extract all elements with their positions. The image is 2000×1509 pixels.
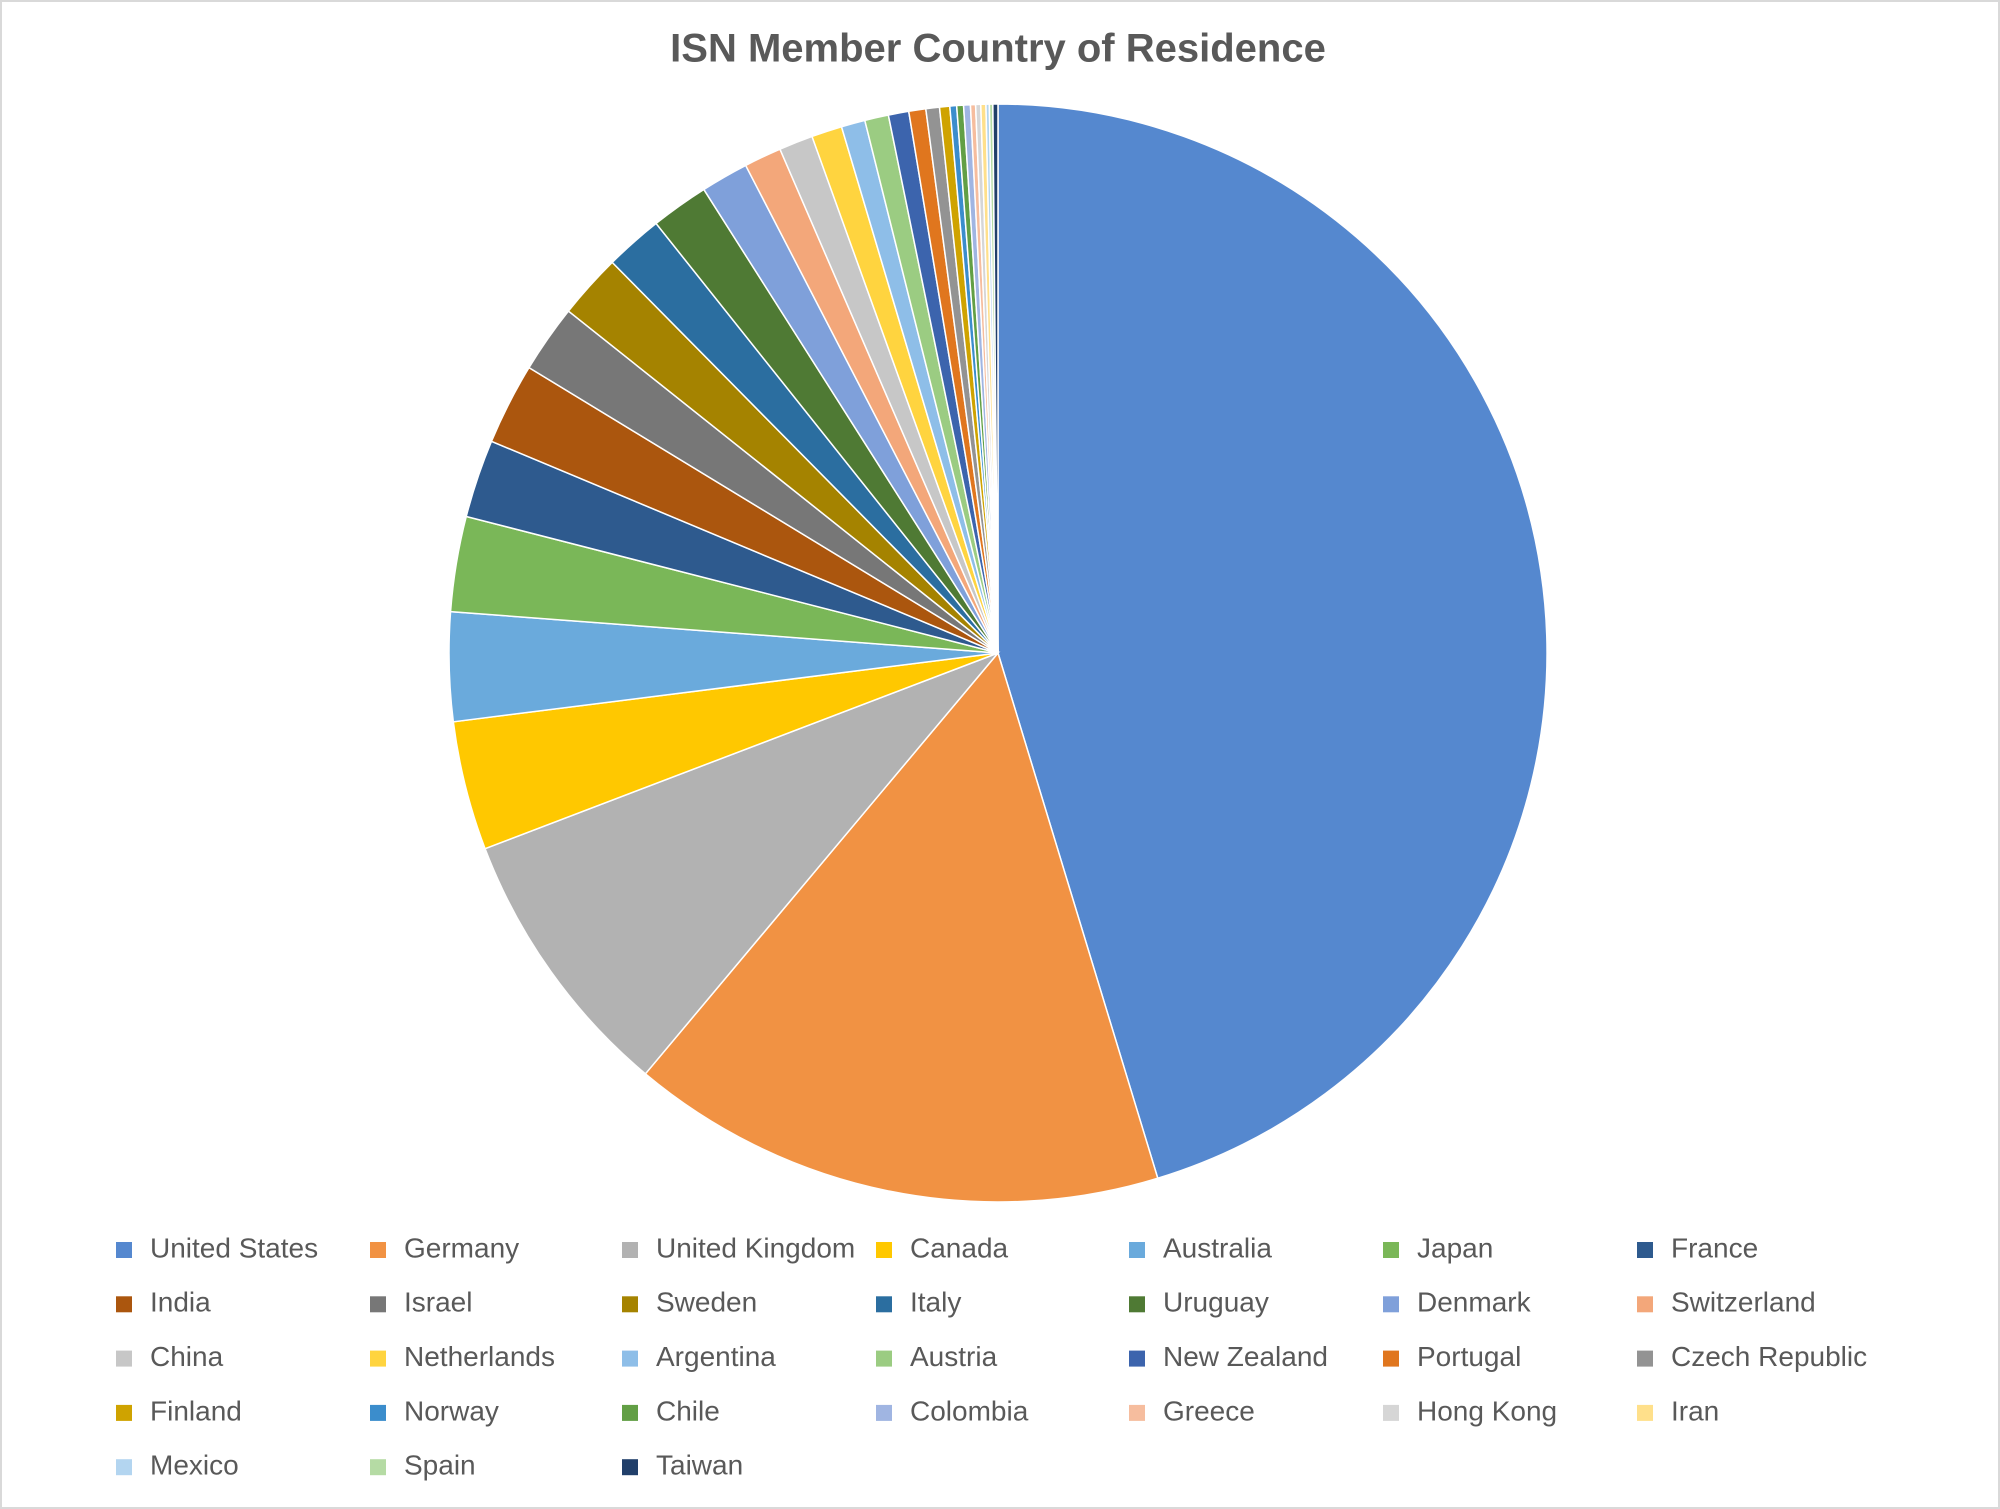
legend-label: Canada	[910, 1232, 1009, 1263]
legend-label: Israel	[404, 1287, 472, 1318]
legend-swatch	[622, 1459, 638, 1476]
chart-title: ISN Member Country of Residence	[670, 27, 1326, 71]
legend-label: Hong Kong	[1417, 1395, 1557, 1426]
legend-label: Finland	[150, 1395, 242, 1426]
legend-label: Netherlands	[404, 1341, 555, 1372]
legend-label: Czech Republic	[1671, 1341, 1867, 1372]
legend-swatch	[116, 1296, 132, 1313]
legend-swatch	[1129, 1296, 1145, 1313]
legend-swatch	[1637, 1404, 1653, 1421]
legend-swatch	[622, 1350, 638, 1367]
pie-slice	[997, 103, 1548, 1180]
legend-label: Sweden	[656, 1287, 757, 1318]
legend-label: New Zealand	[1163, 1341, 1328, 1372]
legend-swatch	[1383, 1296, 1399, 1313]
legend-swatch	[876, 1242, 892, 1258]
legend-swatch	[1129, 1350, 1145, 1367]
legend-swatch	[370, 1296, 386, 1313]
legend-label: Greece	[1163, 1395, 1255, 1426]
legend-label: United States	[150, 1232, 318, 1263]
legend-swatch	[370, 1350, 386, 1367]
legend-swatch	[370, 1404, 386, 1421]
legend-label: China	[150, 1341, 224, 1372]
legend-label: Spain	[404, 1450, 476, 1481]
legend-swatch	[876, 1404, 892, 1421]
legend-label: Argentina	[656, 1341, 776, 1372]
legend-swatch	[1129, 1242, 1145, 1258]
legend-swatch	[876, 1350, 892, 1367]
legend-label: Colombia	[910, 1395, 1029, 1426]
legend-swatch	[1637, 1242, 1653, 1258]
legend-swatch	[1383, 1350, 1399, 1367]
legend-label: Australia	[1163, 1232, 1272, 1263]
legend-swatch	[370, 1242, 386, 1258]
legend-swatch	[622, 1404, 638, 1421]
legend-label: Switzerland	[1671, 1287, 1816, 1318]
legend-swatch	[622, 1296, 638, 1313]
legend-label: Chile	[656, 1395, 720, 1426]
legend-label: Uruguay	[1163, 1287, 1269, 1318]
legend-label: Norway	[404, 1395, 499, 1426]
legend-swatch	[1637, 1350, 1653, 1367]
legend-swatch	[876, 1296, 892, 1313]
pie-slice	[484, 651, 1001, 1075]
legend-swatch	[116, 1350, 132, 1367]
legend-swatch	[116, 1459, 132, 1476]
legend-swatch	[116, 1404, 132, 1421]
legend-swatch	[622, 1242, 638, 1258]
legend-swatch	[1383, 1242, 1399, 1258]
legend-swatch	[370, 1459, 386, 1476]
pie-slice	[644, 651, 1159, 1203]
legend-label: Austria	[910, 1341, 998, 1372]
legend-label: Iran	[1671, 1395, 1719, 1426]
legend-swatch	[1129, 1404, 1145, 1421]
legend-label: France	[1671, 1232, 1758, 1263]
legend-label: Germany	[404, 1232, 519, 1263]
legend-label: Portugal	[1417, 1341, 1521, 1372]
legend-swatch	[1383, 1404, 1399, 1421]
legend-label: India	[150, 1287, 211, 1318]
legend-swatch	[116, 1242, 132, 1258]
legend-label: United Kingdom	[656, 1232, 855, 1263]
legend-label: Italy	[910, 1287, 961, 1318]
pie-slice	[992, 103, 999, 654]
legend-label: Taiwan	[656, 1450, 743, 1481]
legend-swatch	[1637, 1296, 1653, 1313]
legend-label: Denmark	[1417, 1287, 1532, 1318]
legend-label: Mexico	[150, 1450, 239, 1481]
legend-label: Japan	[1417, 1232, 1493, 1263]
